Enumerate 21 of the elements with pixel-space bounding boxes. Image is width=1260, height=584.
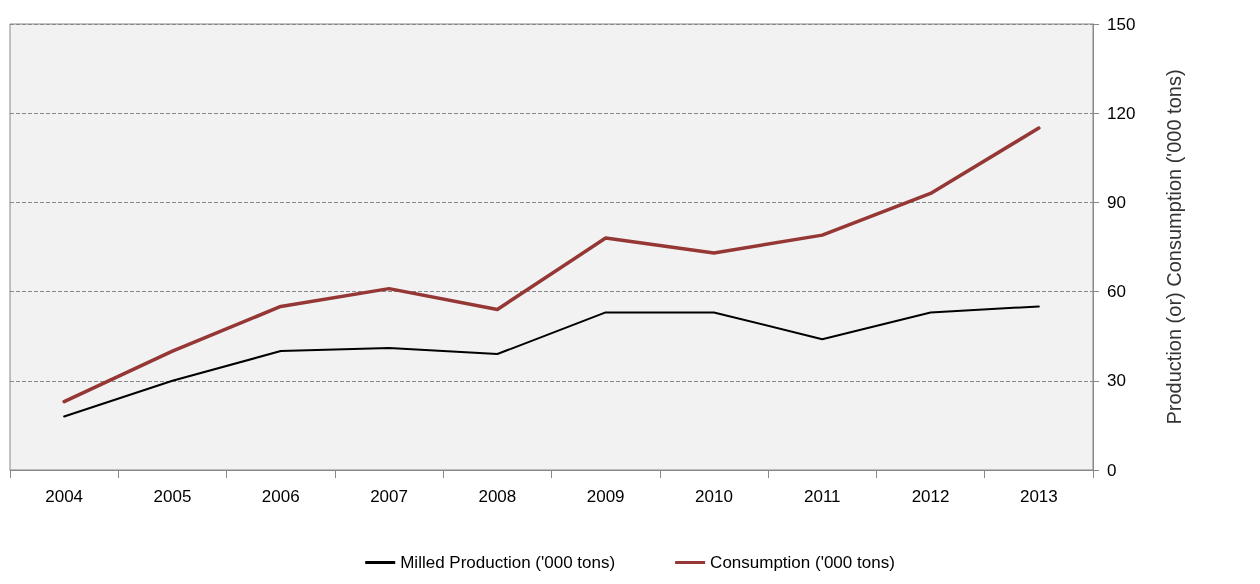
x-tick-label: 2008 <box>478 487 517 506</box>
y-tick-label: 0 <box>1107 460 1117 480</box>
x-tick-label: 2006 <box>261 487 300 506</box>
legend-label: Consumption ('000 tons) <box>710 553 895 572</box>
y-tick-label: 120 <box>1107 103 1136 123</box>
x-tick-label: 2004 <box>45 487 84 506</box>
y-tick-label: 30 <box>1107 371 1126 391</box>
x-tick-label: 2012 <box>911 487 950 506</box>
x-tick-label: 2011 <box>803 487 841 506</box>
x-tick-label: 2013 <box>1019 487 1058 506</box>
line-series <box>62 126 1041 404</box>
x-tick-label: 2005 <box>153 487 192 506</box>
x-tick-label: 2010 <box>695 487 733 506</box>
x-tick-label: 2009 <box>586 487 625 506</box>
y-axis-title: Production (or) Consumption ('000 tons) <box>1163 69 1185 425</box>
y-tick-label: 60 <box>1107 282 1126 302</box>
legend-label: Milled Production ('000 tons) <box>400 553 616 572</box>
x-tick-label: 2007 <box>370 487 408 506</box>
y-tick-label: 90 <box>1107 192 1126 212</box>
y-tick-label: 150 <box>1107 14 1136 34</box>
line-series <box>63 305 1040 418</box>
